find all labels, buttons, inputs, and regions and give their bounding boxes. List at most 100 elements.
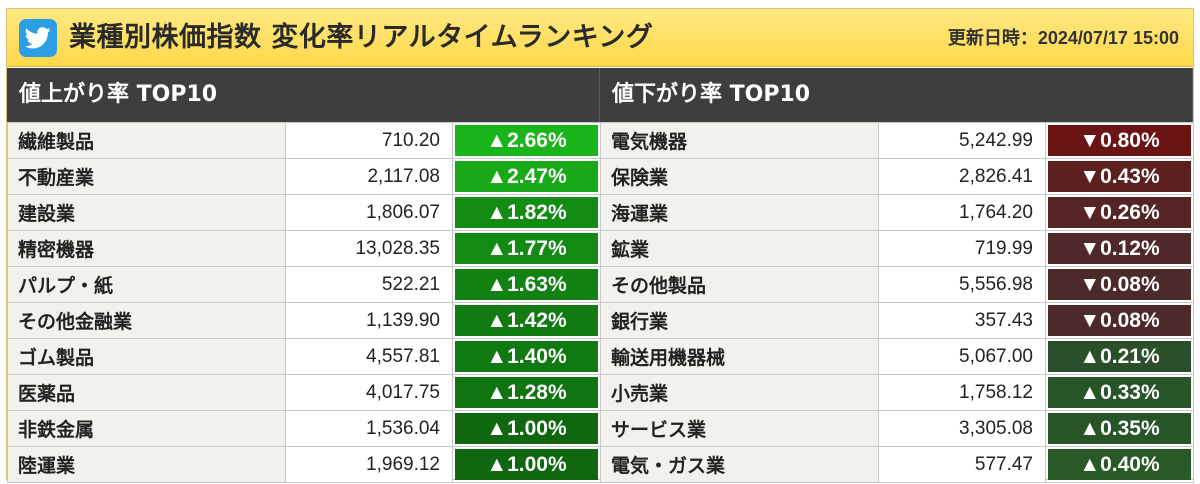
change-cell: ▲0.35%	[1045, 410, 1194, 447]
change-badge: ▲1.28%	[455, 377, 598, 408]
change-badge: ▲1.42%	[455, 305, 598, 336]
index-value: 13,028.35	[285, 230, 453, 267]
change-badge: ▲1.77%	[455, 233, 598, 264]
index-value: 577.47	[878, 446, 1046, 483]
sector-name[interactable]: 電気・ガス業	[600, 446, 879, 483]
index-value: 5,067.00	[878, 338, 1046, 375]
sector-name[interactable]: 建設業	[7, 194, 286, 231]
table-row[interactable]: 保険業 2,826.41 ▼0.43%	[600, 158, 1194, 195]
sector-name[interactable]: 医薬品	[7, 374, 286, 411]
index-value: 1,536.04	[285, 410, 453, 447]
sector-name[interactable]: 銀行業	[600, 302, 879, 339]
index-value: 3,305.08	[878, 410, 1046, 447]
table-row[interactable]: サービス業 3,305.08 ▲0.35%	[600, 410, 1194, 447]
change-cell: ▲0.21%	[1045, 338, 1194, 375]
change-cell: ▲1.77%	[452, 230, 601, 267]
index-value: 2,826.41	[878, 158, 1046, 195]
gainers-table: 繊維製品 710.20 ▲2.66% 不動産業 2,117.08 ▲2.47% 建設業 1,8…	[7, 122, 601, 483]
change-badge: ▼0.08%	[1048, 305, 1191, 336]
sector-name[interactable]: 陸運業	[7, 446, 286, 483]
index-value: 4,017.75	[285, 374, 453, 411]
table-row[interactable]: 電気・ガス業 577.47 ▲0.40%	[600, 446, 1194, 483]
table-row[interactable]: 陸運業 1,969.12 ▲1.00%	[7, 446, 601, 483]
table-row[interactable]: 医薬品 4,017.75 ▲1.28%	[7, 374, 601, 411]
change-cell: ▲1.28%	[452, 374, 601, 411]
sector-name[interactable]: ゴム製品	[7, 338, 286, 375]
sector-name[interactable]: 海運業	[600, 194, 879, 231]
sector-name[interactable]: 不動産業	[7, 158, 286, 195]
sector-name[interactable]: 鉱業	[600, 230, 879, 267]
sector-name[interactable]: 小売業	[600, 374, 879, 411]
table-row[interactable]: その他金融業 1,139.90 ▲1.42%	[7, 302, 601, 339]
index-value: 1,758.12	[878, 374, 1046, 411]
table-row[interactable]: その他製品 5,556.98 ▼0.08%	[600, 266, 1194, 303]
table-row[interactable]: 鉱業 719.99 ▼0.12%	[600, 230, 1194, 267]
table-row[interactable]: 小売業 1,758.12 ▲0.33%	[600, 374, 1194, 411]
table-row[interactable]: 不動産業 2,117.08 ▲2.47%	[7, 158, 601, 195]
change-cell: ▼0.08%	[1045, 302, 1194, 339]
change-cell: ▼0.12%	[1045, 230, 1194, 267]
losers-panel: 値下がり率 TOP10 電気機器 5,242.99 ▼0.80% 保険業 2,826.4…	[600, 68, 1194, 483]
header-bar: 業種別株価指数 変化率リアルタイムランキング 更新日時：2024/07/17 1…	[7, 9, 1193, 67]
sector-name[interactable]: 繊維製品	[7, 122, 286, 159]
sector-name[interactable]: 保険業	[600, 158, 879, 195]
index-value: 719.99	[878, 230, 1046, 267]
change-badge: ▲1.40%	[455, 341, 598, 372]
change-cell: ▲1.63%	[452, 266, 601, 303]
change-badge: ▼0.08%	[1048, 269, 1191, 300]
change-cell: ▲1.82%	[452, 194, 601, 231]
change-cell: ▲0.40%	[1045, 446, 1194, 483]
sector-name[interactable]: 精密機器	[7, 230, 286, 267]
change-badge: ▲1.00%	[455, 413, 598, 444]
change-cell: ▲1.40%	[452, 338, 601, 375]
table-row[interactable]: ゴム製品 4,557.81 ▲1.40%	[7, 338, 601, 375]
table-row[interactable]: 建設業 1,806.07 ▲1.82%	[7, 194, 601, 231]
table-row[interactable]: 海運業 1,764.20 ▼0.26%	[600, 194, 1194, 231]
ranking-widget: 業種別株価指数 変化率リアルタイムランキング 更新日時：2024/07/17 1…	[6, 8, 1194, 483]
index-value: 5,242.99	[878, 122, 1046, 159]
table-row[interactable]: 精密機器 13,028.35 ▲1.77%	[7, 230, 601, 267]
change-cell: ▲0.33%	[1045, 374, 1194, 411]
change-cell: ▲2.47%	[452, 158, 601, 195]
index-value: 4,557.81	[285, 338, 453, 375]
table-row[interactable]: 電気機器 5,242.99 ▼0.80%	[600, 122, 1194, 159]
table-row[interactable]: パルプ・紙 522.21 ▲1.63%	[7, 266, 601, 303]
change-badge: ▲0.21%	[1048, 341, 1191, 372]
change-badge: ▲2.47%	[455, 161, 598, 192]
change-badge: ▼0.80%	[1048, 125, 1191, 156]
change-cell: ▲2.66%	[452, 122, 601, 159]
index-value: 522.21	[285, 266, 453, 303]
table-row[interactable]: 繊維製品 710.20 ▲2.66%	[7, 122, 601, 159]
change-cell: ▼0.80%	[1045, 122, 1194, 159]
change-badge: ▲0.33%	[1048, 377, 1191, 408]
change-cell: ▲1.00%	[452, 446, 601, 483]
updated-timestamp: 更新日時：2024/07/17 15:00	[947, 28, 1179, 48]
change-badge: ▼0.26%	[1048, 197, 1191, 228]
change-badge: ▲1.63%	[455, 269, 598, 300]
sector-name[interactable]: その他金融業	[7, 302, 286, 339]
table-row[interactable]: 非鉄金属 1,536.04 ▲1.00%	[7, 410, 601, 447]
losers-title: 値下がり率 TOP10	[600, 68, 1193, 122]
change-badge: ▲2.66%	[455, 125, 598, 156]
index-value: 1,806.07	[285, 194, 453, 231]
table-row[interactable]: 銀行業 357.43 ▼0.08%	[600, 302, 1194, 339]
change-badge: ▼0.43%	[1048, 161, 1191, 192]
sector-name[interactable]: 輸送用機器械	[600, 338, 879, 375]
change-badge: ▲0.40%	[1048, 449, 1191, 480]
sector-name[interactable]: その他製品	[600, 266, 879, 303]
twitter-bird-icon[interactable]	[19, 19, 57, 57]
change-badge: ▲1.00%	[455, 449, 598, 480]
change-badge: ▲0.35%	[1048, 413, 1191, 444]
change-cell: ▼0.43%	[1045, 158, 1194, 195]
index-value: 2,117.08	[285, 158, 453, 195]
change-cell: ▼0.08%	[1045, 266, 1194, 303]
change-cell: ▲1.00%	[452, 410, 601, 447]
index-value: 1,139.90	[285, 302, 453, 339]
sector-name[interactable]: 電気機器	[600, 122, 879, 159]
sector-name[interactable]: パルプ・紙	[7, 266, 286, 303]
index-value: 710.20	[285, 122, 453, 159]
change-cell: ▼0.26%	[1045, 194, 1194, 231]
sector-name[interactable]: サービス業	[600, 410, 879, 447]
table-row[interactable]: 輸送用機器械 5,067.00 ▲0.21%	[600, 338, 1194, 375]
sector-name[interactable]: 非鉄金属	[7, 410, 286, 447]
